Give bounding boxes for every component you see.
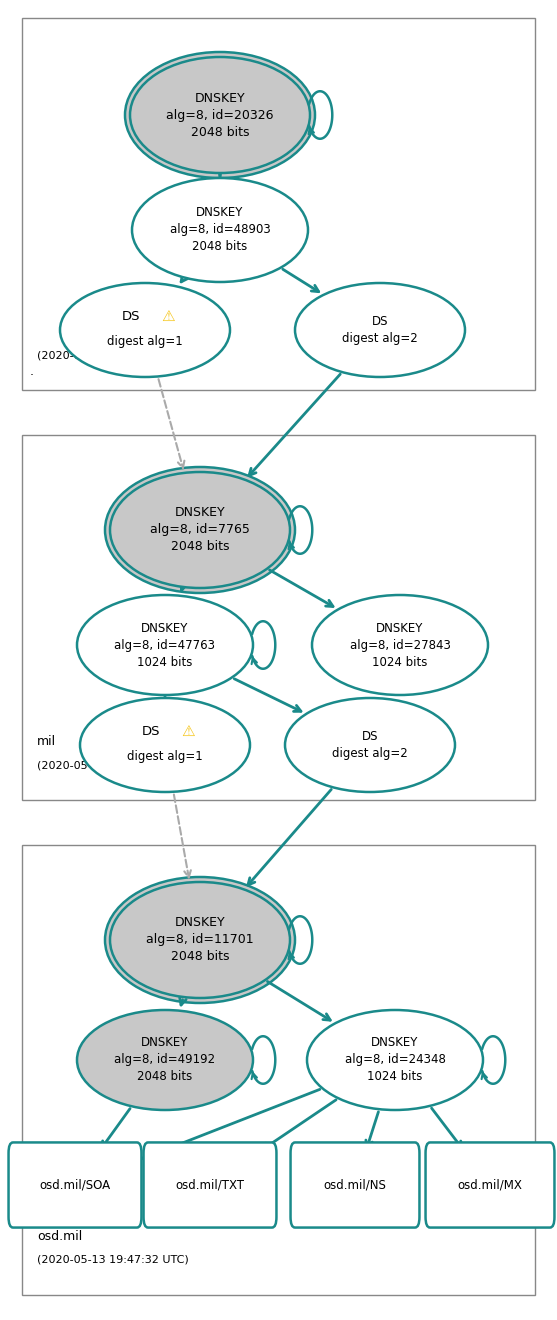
Text: ⚠: ⚠ xyxy=(162,309,175,325)
Text: DS
digest alg=2: DS digest alg=2 xyxy=(332,730,408,760)
Text: mil: mil xyxy=(37,735,56,748)
Text: DS: DS xyxy=(122,310,140,323)
Ellipse shape xyxy=(125,51,315,178)
Ellipse shape xyxy=(285,698,455,792)
Ellipse shape xyxy=(60,282,230,378)
Text: DNSKEY
alg=8, id=20326
2048 bits: DNSKEY alg=8, id=20326 2048 bits xyxy=(166,91,273,139)
Text: DNSKEY
alg=8, id=24348
1024 bits: DNSKEY alg=8, id=24348 1024 bits xyxy=(345,1036,446,1084)
Text: osd.mil: osd.mil xyxy=(37,1230,82,1243)
Text: DNSKEY
alg=8, id=7765
2048 bits: DNSKEY alg=8, id=7765 2048 bits xyxy=(150,507,250,553)
Ellipse shape xyxy=(105,876,295,1003)
Ellipse shape xyxy=(80,698,250,792)
Ellipse shape xyxy=(77,595,253,696)
Ellipse shape xyxy=(132,178,308,282)
Text: (2020-05-13 16:21:12 UTC): (2020-05-13 16:21:12 UTC) xyxy=(37,350,188,360)
Text: osd.mil/MX: osd.mil/MX xyxy=(457,1179,522,1192)
Text: digest alg=1: digest alg=1 xyxy=(127,750,203,763)
Ellipse shape xyxy=(307,1010,483,1110)
Text: DNSKEY
alg=8, id=11701
2048 bits: DNSKEY alg=8, id=11701 2048 bits xyxy=(146,916,254,964)
Text: ⚠: ⚠ xyxy=(182,725,195,739)
Text: osd.mil/TXT: osd.mil/TXT xyxy=(175,1179,245,1192)
FancyBboxPatch shape xyxy=(144,1142,276,1228)
Bar xyxy=(22,845,535,1295)
Text: digest alg=1: digest alg=1 xyxy=(107,335,183,348)
Text: DS: DS xyxy=(142,726,160,738)
Text: DNSKEY
alg=8, id=49192
2048 bits: DNSKEY alg=8, id=49192 2048 bits xyxy=(114,1036,216,1084)
Text: .: . xyxy=(30,366,34,378)
Ellipse shape xyxy=(295,282,465,378)
Text: (2020-05-13 19:47:32 UTC): (2020-05-13 19:47:32 UTC) xyxy=(37,1255,189,1265)
Ellipse shape xyxy=(77,1010,253,1110)
Text: osd.mil/SOA: osd.mil/SOA xyxy=(40,1179,110,1192)
FancyBboxPatch shape xyxy=(426,1142,554,1228)
Text: DS
digest alg=2: DS digest alg=2 xyxy=(342,315,418,345)
Text: DNSKEY
alg=8, id=47763
1024 bits: DNSKEY alg=8, id=47763 1024 bits xyxy=(115,622,216,668)
FancyBboxPatch shape xyxy=(8,1142,141,1228)
Ellipse shape xyxy=(312,595,488,696)
Ellipse shape xyxy=(110,473,290,587)
Bar xyxy=(22,436,535,800)
Bar xyxy=(22,18,535,389)
FancyBboxPatch shape xyxy=(291,1142,419,1228)
Text: DNSKEY
alg=8, id=48903
2048 bits: DNSKEY alg=8, id=48903 2048 bits xyxy=(170,206,270,253)
Ellipse shape xyxy=(110,882,290,998)
Ellipse shape xyxy=(105,467,295,593)
Text: (2020-05-13 17:01:41 UTC): (2020-05-13 17:01:41 UTC) xyxy=(37,760,188,770)
Text: DNSKEY
alg=8, id=27843
1024 bits: DNSKEY alg=8, id=27843 1024 bits xyxy=(350,622,451,668)
Text: osd.mil/NS: osd.mil/NS xyxy=(324,1179,387,1192)
Ellipse shape xyxy=(130,57,310,173)
